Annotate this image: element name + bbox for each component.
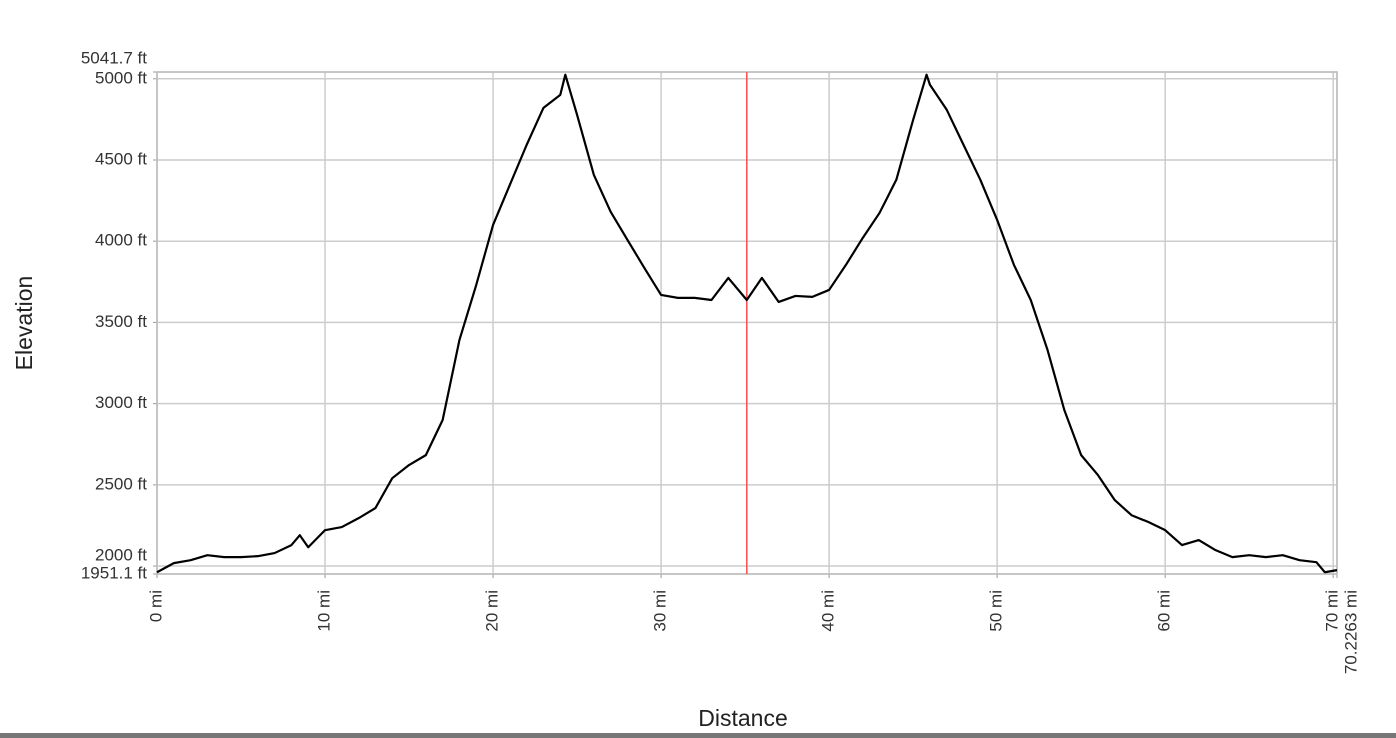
y-tick-label: 1951.1 ft	[81, 563, 147, 582]
y-tick-label: 3000 ft	[95, 393, 147, 412]
bottom-bar	[0, 733, 1396, 738]
x-tick-label: 30 mi	[651, 590, 670, 632]
x-tick-label: 10 mi	[315, 590, 334, 632]
elevation-line	[156, 73, 1338, 574]
x-tick-label: 70 mi	[1323, 590, 1342, 632]
y-tick-label: 5000 ft	[95, 68, 147, 87]
y-tick-label: 4000 ft	[95, 231, 147, 250]
y-tick-label: 4500 ft	[95, 149, 147, 168]
y-tick-label: 5041.7 ft	[81, 48, 147, 67]
x-tick-label: 70.2263 mi	[1342, 590, 1361, 674]
x-tick-label: 50 mi	[987, 590, 1006, 632]
x-tick-label: 60 mi	[1155, 590, 1174, 632]
x-axis-title: Distance	[698, 705, 787, 731]
y-tick-label: 2500 ft	[95, 474, 147, 493]
x-tick-label: 20 mi	[483, 590, 502, 632]
y-tick-label: 2000 ft	[95, 545, 147, 564]
y-axis-title: Elevation	[11, 276, 37, 371]
y-tick-label: 3500 ft	[95, 312, 147, 331]
x-tick-label: 0 mi	[146, 590, 165, 622]
x-tick-label: 40 mi	[819, 590, 838, 632]
